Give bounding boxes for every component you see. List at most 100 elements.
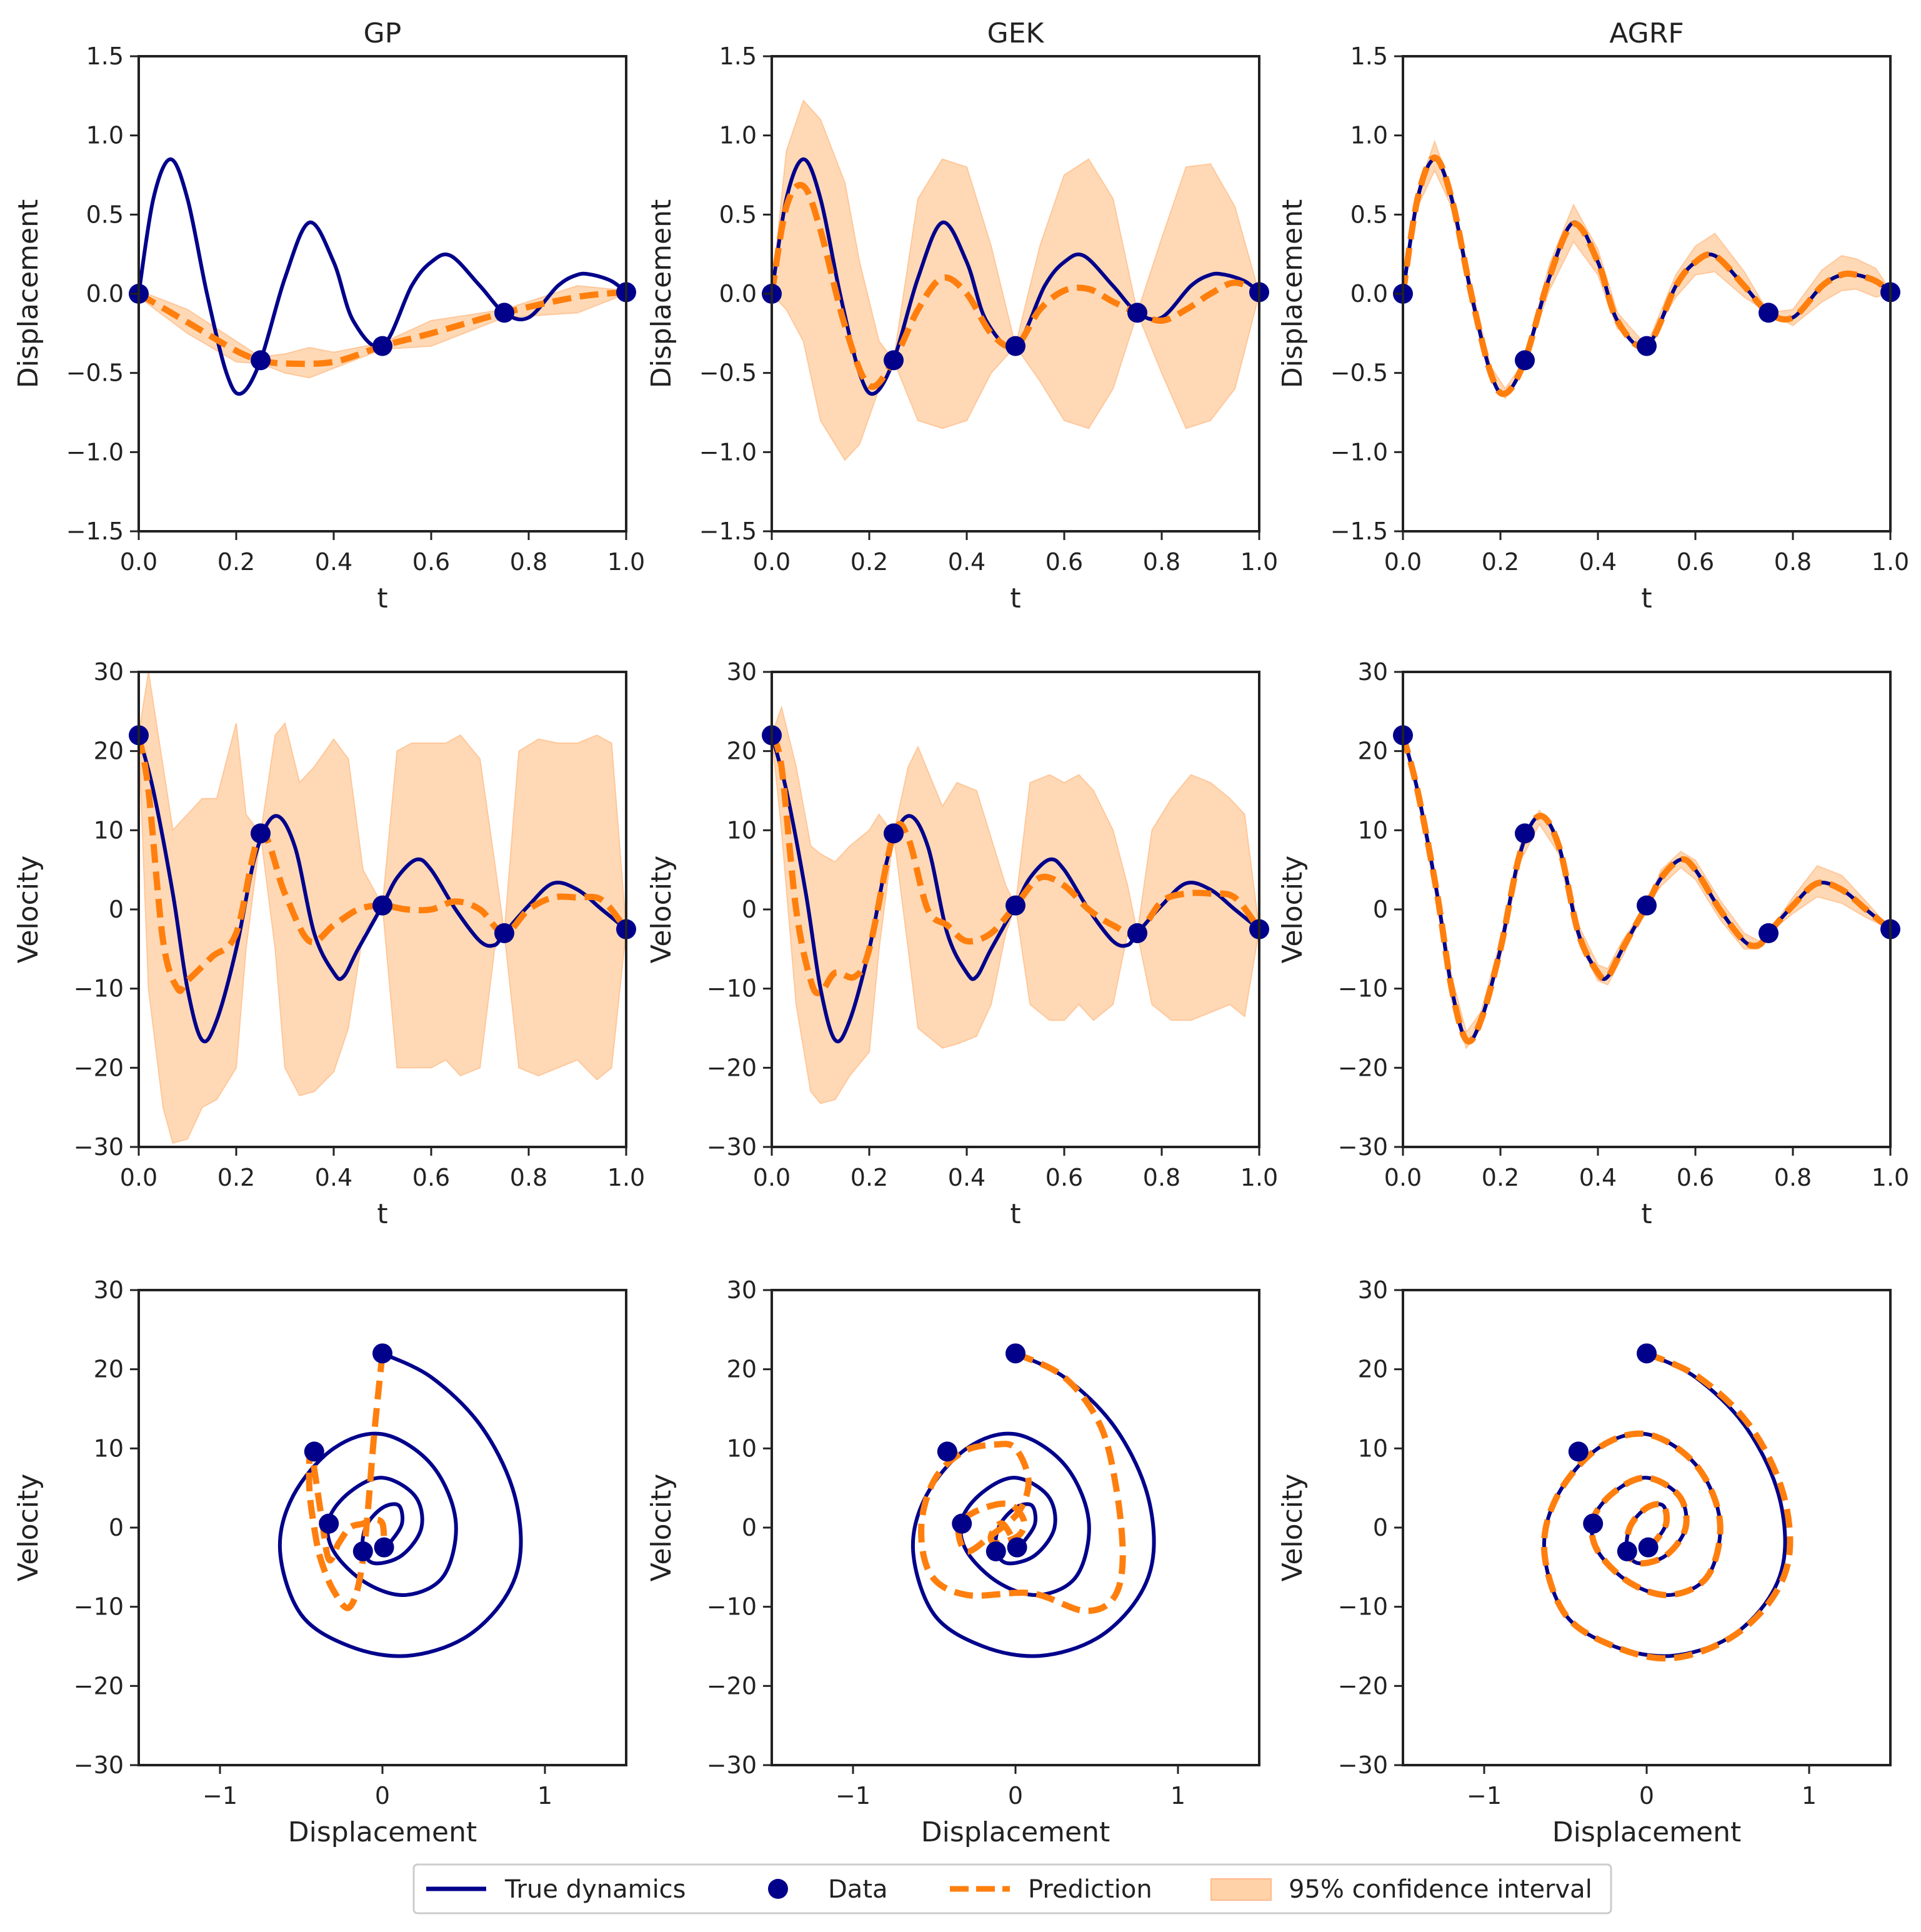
- gp-phase-data-point: [372, 1343, 392, 1364]
- agrf-velocity-xtick-label: 0.0: [1384, 1164, 1422, 1191]
- gp-velocity-ylabel: Velocity: [12, 856, 44, 964]
- gek-phase-ytick-label: 30: [727, 1276, 757, 1304]
- gp-displacement-data-point: [372, 336, 392, 356]
- gek-displacement-data-point: [884, 350, 904, 371]
- gp-displacement-ytick-label: 1.0: [86, 122, 124, 149]
- gek-phase-ytick-label: 20: [727, 1356, 757, 1383]
- agrf-displacement-xlabel: t: [1641, 583, 1652, 614]
- gek-velocity-ytick-label: −10: [707, 975, 757, 1003]
- gek-phase-data-point: [937, 1441, 957, 1462]
- gek-displacement-panel: 0.0 0.2 0.4 0.6 0.8 1.0 −1.5 −1.0 −0.5 0.0 0.5 1.0 1…: [646, 18, 1278, 614]
- agrf-displacement-xtick-label: 0.6: [1677, 548, 1714, 576]
- gp-velocity-xlabel: t: [377, 1198, 387, 1230]
- gp-phase-ytick-label: 0: [109, 1514, 124, 1541]
- gek-phase-ytick-label: 10: [727, 1434, 757, 1462]
- gek-velocity-ytick-label: −20: [707, 1054, 757, 1081]
- gek-velocity-ylabel: Velocity: [646, 856, 677, 964]
- gek-displacement-ylabel: Displacement: [646, 199, 677, 388]
- agrf-phase-ytick-label: −30: [1338, 1751, 1388, 1779]
- agrf-displacement-data-point: [1515, 350, 1535, 371]
- legend-frame: [412, 1863, 1612, 1914]
- agrf-phase-ytick-label: 30: [1358, 1276, 1388, 1304]
- gek-displacement-data-point: [1005, 336, 1025, 356]
- gp-phase-ytick-label: 10: [94, 1434, 124, 1462]
- agrf-velocity-xtick-label: 0.8: [1774, 1164, 1812, 1191]
- legend-true-dynamics-label: True dynamics: [504, 1875, 686, 1904]
- agrf-velocity-xlabel: t: [1641, 1198, 1652, 1230]
- agrf-velocity-data-point: [1515, 823, 1535, 844]
- agrf-velocity-ytick-label: 0: [1373, 896, 1388, 923]
- gek-velocity-xtick-label: 0.0: [753, 1164, 791, 1191]
- gek-displacement-data-point: [1127, 303, 1147, 323]
- gek-velocity-plot-area: [772, 705, 1259, 1104]
- gp-velocity-xtick-label: 0.0: [120, 1164, 157, 1191]
- gek-displacement-xlabel: t: [1010, 583, 1020, 614]
- gek-displacement-xtick-label: 0.8: [1143, 548, 1180, 576]
- agrf-phase-ytick-label: 10: [1358, 1434, 1388, 1462]
- legend-prediction-label: Prediction: [1028, 1875, 1152, 1904]
- agrf-displacement-confidence-band: [1403, 139, 1890, 400]
- agrf-phase-data-point: [1583, 1513, 1604, 1534]
- gp-displacement-ytick-label: 1.5: [86, 43, 124, 70]
- gp-velocity-xtick-label: 0.8: [510, 1164, 547, 1191]
- gp-phase-ylabel: Velocity: [12, 1474, 44, 1582]
- gp-displacement-xtick-label: 0.8: [510, 548, 547, 576]
- gp-phase-data-point: [352, 1541, 373, 1561]
- legend-data-swatch: [768, 1879, 788, 1899]
- gp-phase-ytick-label: −30: [74, 1751, 124, 1779]
- gek-displacement-ytick-label: −1.5: [699, 518, 757, 545]
- agrf-phase-data-point: [1637, 1343, 1657, 1364]
- agrf-phase-xlabel: Displacement: [1552, 1816, 1741, 1848]
- gek-displacement-ytick-label: 0.0: [719, 280, 757, 308]
- gek-velocity-ytick-label: 0: [742, 896, 757, 923]
- gek-velocity-xtick-label: 0.8: [1143, 1164, 1180, 1191]
- gp-phase-data-point: [304, 1441, 324, 1462]
- gp-displacement-xtick-label: 1.0: [607, 548, 645, 576]
- gp-displacement-true-dynamics-line: [139, 157, 626, 396]
- gek-displacement-title: GEK: [987, 18, 1045, 49]
- gp-displacement-xtick-label: 0.4: [315, 548, 352, 576]
- gp-velocity-ytick-label: 10: [94, 816, 124, 844]
- agrf-phase-xtick-label: 0: [1639, 1782, 1654, 1809]
- agrf-displacement-xtick-label: 0.4: [1579, 548, 1617, 576]
- gp-phase-data-point: [374, 1537, 394, 1558]
- agrf-phase-ylabel: Velocity: [1277, 1474, 1309, 1582]
- gek-displacement-xtick-label: 1.0: [1240, 548, 1278, 576]
- gp-displacement-data-point: [494, 303, 514, 323]
- gek-velocity-ytick-label: 30: [727, 658, 757, 686]
- gek-velocity-xtick-label: 0.4: [948, 1164, 985, 1191]
- gek-velocity-prediction-line: [772, 734, 1259, 996]
- agrf-displacement-ytick-label: −1.0: [1330, 438, 1388, 466]
- agrf-phase-data-point: [1617, 1541, 1637, 1561]
- agrf-velocity-xtick-label: 0.6: [1677, 1164, 1714, 1191]
- gek-phase-data-point: [1005, 1343, 1025, 1364]
- agrf-displacement-data-point: [1759, 303, 1779, 323]
- agrf-phase-data-point: [1568, 1441, 1589, 1462]
- gek-displacement-xtick-label: 0.4: [948, 548, 985, 576]
- agrf-velocity-ylabel: Velocity: [1277, 856, 1309, 964]
- agrf-velocity-data-point: [1637, 895, 1657, 916]
- gek-displacement-ytick-label: −0.5: [699, 359, 757, 387]
- gek-phase-xtick-label: 0: [1008, 1782, 1023, 1809]
- gek-phase-ytick-label: 0: [742, 1514, 757, 1541]
- gp-displacement-ytick-label: 0.0: [86, 280, 124, 308]
- gp-displacement-xtick-label: 0.6: [412, 548, 450, 576]
- gek-displacement-prediction-line: [772, 182, 1259, 390]
- gp-velocity-panel: 0.0 0.2 0.4 0.6 0.8 1.0 −30 −20 −10 0 10 20 30 t Veloc…: [12, 658, 645, 1230]
- legend: True dynamics Data Prediction 95% confid…: [412, 1863, 1612, 1914]
- gek-displacement-xtick-label: 0.6: [1045, 548, 1083, 576]
- gek-phase-xtick-label: −1: [836, 1782, 871, 1809]
- agrf-velocity-ytick-label: 20: [1358, 738, 1388, 765]
- gp-velocity-ytick-label: −20: [74, 1054, 124, 1081]
- agrf-displacement-plot-area: [1403, 139, 1890, 400]
- gp-phase-xtick-label: −1: [202, 1782, 237, 1809]
- gp-phase-ytick-label: 20: [94, 1356, 124, 1383]
- legend-data-label: Data: [828, 1875, 888, 1904]
- agrf-phase-ytick-label: −20: [1338, 1672, 1388, 1699]
- gek-phase-ytick-label: −30: [707, 1751, 757, 1779]
- gek-velocity-data-point: [1005, 895, 1025, 916]
- agrf-phase-ytick-label: 0: [1373, 1514, 1388, 1541]
